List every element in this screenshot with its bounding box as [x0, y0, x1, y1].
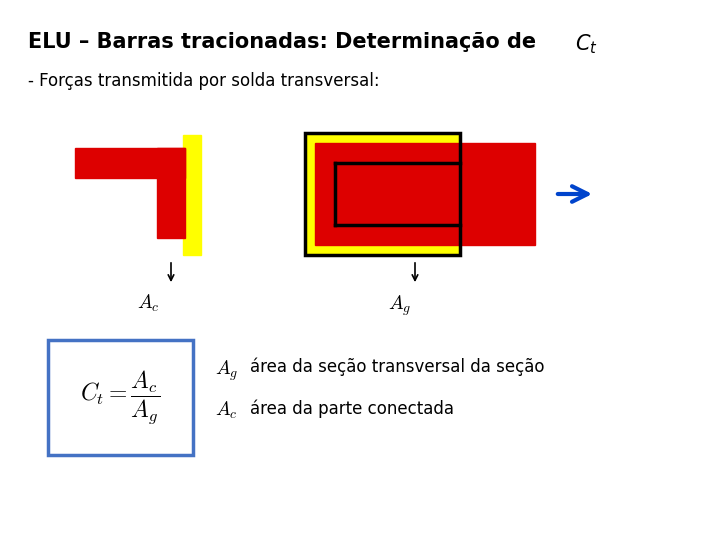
- Bar: [157, 148, 185, 238]
- Bar: [75, 148, 185, 178]
- Bar: [305, 133, 460, 255]
- Bar: [305, 133, 460, 163]
- Text: $A_c$: $A_c$: [215, 400, 238, 421]
- Text: $A_c$: $A_c$: [137, 293, 159, 314]
- Bar: [315, 143, 535, 245]
- Text: $C_t$: $C_t$: [575, 32, 598, 56]
- Bar: [305, 225, 460, 255]
- FancyBboxPatch shape: [48, 340, 193, 455]
- Bar: [305, 133, 335, 255]
- Text: $A_g$: $A_g$: [215, 358, 238, 382]
- Text: $A_g$: $A_g$: [388, 293, 412, 318]
- Text: área da parte conectada: área da parte conectada: [250, 400, 454, 418]
- Text: $C_t = \dfrac{A_c}{A_g}$: $C_t = \dfrac{A_c}{A_g}$: [81, 368, 161, 427]
- Text: área da seção transversal da seção: área da seção transversal da seção: [250, 358, 544, 376]
- Bar: [183, 135, 201, 255]
- Text: - Forças transmitida por solda transversal:: - Forças transmitida por solda transvers…: [28, 72, 379, 90]
- Text: ELU – Barras tracionadas: Determinação de: ELU – Barras tracionadas: Determinação d…: [28, 32, 544, 52]
